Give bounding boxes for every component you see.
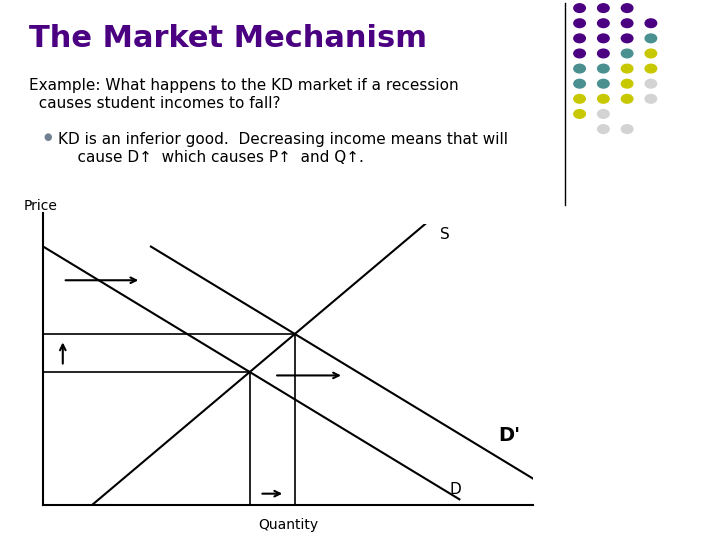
Text: The Market Mechanism: The Market Mechanism xyxy=(29,24,427,53)
Text: Quantity: Quantity xyxy=(258,518,318,532)
Text: D': D' xyxy=(498,426,521,445)
Text: D: D xyxy=(449,482,462,497)
Text: S: S xyxy=(440,227,449,242)
Text: ●: ● xyxy=(43,132,52,143)
Text: KD is an inferior good.  Decreasing income means that will
    cause D↑  which c: KD is an inferior good. Decreasing incom… xyxy=(58,132,508,165)
Text: Price: Price xyxy=(24,199,58,213)
Text: Example: What happens to the KD market if a recession
  causes student incomes t: Example: What happens to the KD market i… xyxy=(29,78,459,111)
